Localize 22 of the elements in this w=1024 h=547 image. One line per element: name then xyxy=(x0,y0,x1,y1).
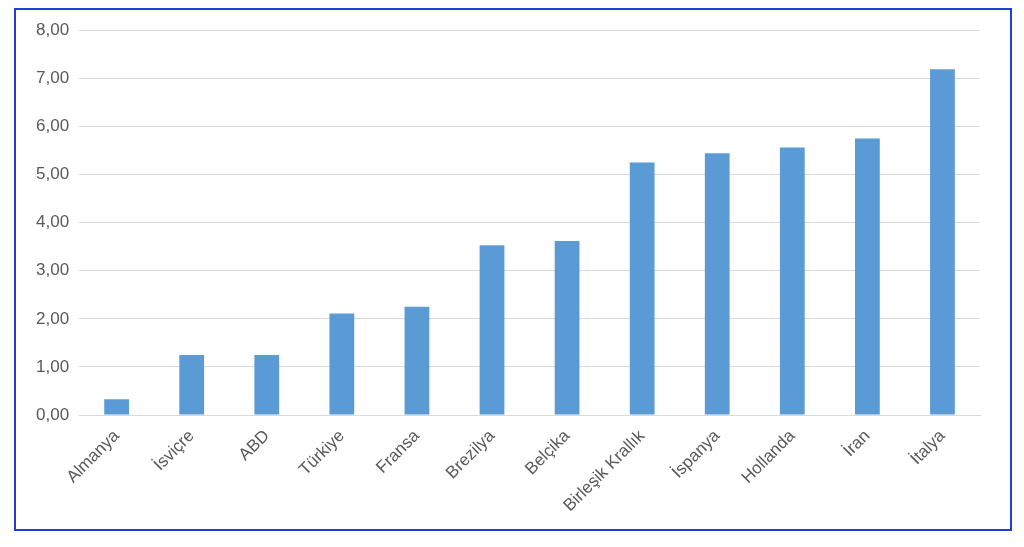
bar xyxy=(554,240,580,415)
y-tick-label: 1,00 xyxy=(35,356,70,376)
bar xyxy=(254,354,280,415)
y-tick-label: 7,00 xyxy=(35,68,70,87)
bar xyxy=(629,162,655,415)
bar xyxy=(104,399,130,415)
bar xyxy=(404,306,430,415)
y-tick-label: 8,00 xyxy=(35,19,70,39)
bar xyxy=(704,153,730,415)
bar xyxy=(179,354,205,415)
bar xyxy=(329,313,355,415)
x-tick-label: İran xyxy=(839,426,874,461)
y-tick-label: 6,00 xyxy=(35,116,70,136)
y-tick-label: 2,00 xyxy=(35,308,70,328)
y-tick-label: 3,00 xyxy=(35,260,70,280)
y-tick-label: 5,00 xyxy=(35,164,70,184)
y-tick-label: 0,00 xyxy=(35,404,70,424)
bar xyxy=(930,69,955,415)
y-tick-label: 4,00 xyxy=(35,212,70,232)
bar xyxy=(855,138,880,415)
bar xyxy=(479,245,505,415)
bar xyxy=(779,147,805,415)
